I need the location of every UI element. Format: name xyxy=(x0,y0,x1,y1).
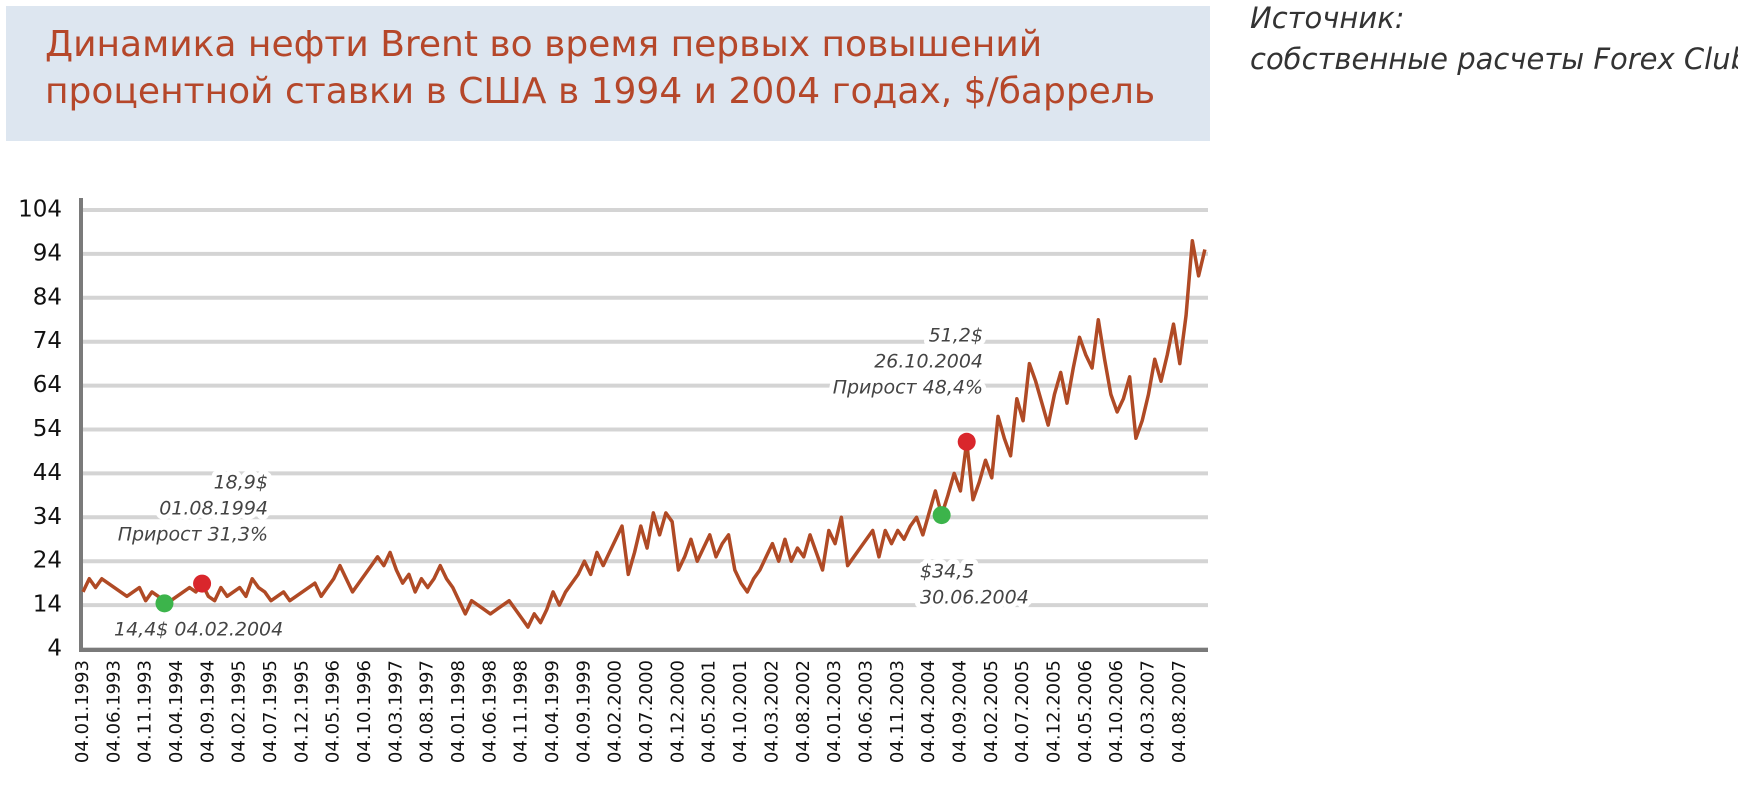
y-tick-label: 64 xyxy=(33,372,62,398)
annotation: Прирост 31,3% xyxy=(118,524,268,546)
y-tick-label: 24 xyxy=(33,548,62,574)
x-tick-label: 04.02.1995 xyxy=(229,660,250,763)
x-tick-label: 04.06.2003 xyxy=(855,660,876,763)
x-tick-label: 04.02.2000 xyxy=(605,660,626,763)
x-tick-label: 04.08.2002 xyxy=(793,660,814,763)
x-tick-label: 04.11.1998 xyxy=(511,660,532,763)
x-tick-label: 04.08.2007 xyxy=(1169,660,1190,763)
x-tick-label: 04.03.2002 xyxy=(761,660,782,763)
x-tick-label: 04.12.2005 xyxy=(1043,660,1064,763)
x-tick-label: 04.11.2003 xyxy=(887,660,908,763)
source-text: собственные расчеты Forex Club xyxy=(1250,42,1738,76)
x-tick-label: 04.09.1999 xyxy=(573,660,594,763)
chart-title: Динамика нефти Brent во время первых пов… xyxy=(45,24,1042,65)
annotation: $34,5 xyxy=(920,561,974,583)
line xyxy=(81,238,1207,629)
source-label: Источник: xyxy=(1250,1,1405,35)
annotation: 51,2$ xyxy=(929,325,983,347)
x-tick-label: 04.05.2001 xyxy=(699,660,720,763)
annotation: 26.10.2004 xyxy=(874,351,983,373)
marker xyxy=(957,432,976,451)
marker xyxy=(155,594,174,613)
y-tick-label: 34 xyxy=(33,504,62,530)
x-tick-label: 04.05.1996 xyxy=(323,660,344,763)
x-tick-label: 04.01.1993 xyxy=(72,660,93,763)
x-tick-label: 04.08.1997 xyxy=(417,660,438,763)
x-tick-label: 04.06.1998 xyxy=(479,660,500,763)
x-tick-label: 04.10.1996 xyxy=(354,660,375,763)
x-tick-label: 04.04.1999 xyxy=(542,660,563,763)
x-tick-label: 04.01.1998 xyxy=(448,660,469,763)
x-tick-label: 04.06.1993 xyxy=(103,660,124,763)
x-tick-label: 04.07.1995 xyxy=(260,660,281,763)
x-tick-label: 04.02.2005 xyxy=(981,660,1002,763)
marker xyxy=(193,574,212,593)
x-tick-label: 04.12.1995 xyxy=(291,660,312,763)
x-tick-label: 04.04.1994 xyxy=(166,660,187,763)
x-tick-label: 04.09.1994 xyxy=(197,660,218,763)
x-tick-label: 04.11.1993 xyxy=(135,660,156,763)
y-tick-label: 44 xyxy=(33,460,62,486)
x-tick-label: 04.05.2006 xyxy=(1075,660,1096,763)
y-tick-label: 104 xyxy=(18,197,62,223)
x-tick-label: 04.07.2005 xyxy=(1012,660,1033,763)
y-tick-label: 74 xyxy=(33,328,62,354)
y-tick-label: 4 xyxy=(47,636,62,662)
x-tick-label: 04.10.2001 xyxy=(730,660,751,763)
x-tick-label: 04.09.2004 xyxy=(949,660,970,763)
marker xyxy=(932,506,951,525)
x-tick-label: 04.03.2007 xyxy=(1137,660,1158,763)
annotation: 01.08.1994 xyxy=(159,498,268,520)
x-tick-label: 04.03.1997 xyxy=(385,660,406,763)
annotation: Прирост 48,4% xyxy=(833,377,983,399)
annotation: 14,4$ 04.02.2004 xyxy=(114,619,283,641)
x-tick-label: 04.07.2000 xyxy=(636,660,657,763)
y-tick-label: 14 xyxy=(33,592,62,618)
x-tick-label: 04.01.2003 xyxy=(824,660,845,763)
annotation: 18,9$ xyxy=(214,472,268,494)
y-tick-label: 84 xyxy=(33,284,62,310)
title-box xyxy=(6,6,1210,141)
y-tick-label: 94 xyxy=(33,240,62,266)
x-tick-label: 04.10.2006 xyxy=(1106,660,1127,763)
annotation: 30.06.2004 xyxy=(920,587,1029,609)
chart-title: процентной ставки в США в 1994 и 2004 го… xyxy=(45,71,1155,112)
x-tick-label: 04.12.2000 xyxy=(667,660,688,763)
y-tick-label: 54 xyxy=(33,416,62,442)
x-tick-label: 04.04.2004 xyxy=(918,660,939,763)
